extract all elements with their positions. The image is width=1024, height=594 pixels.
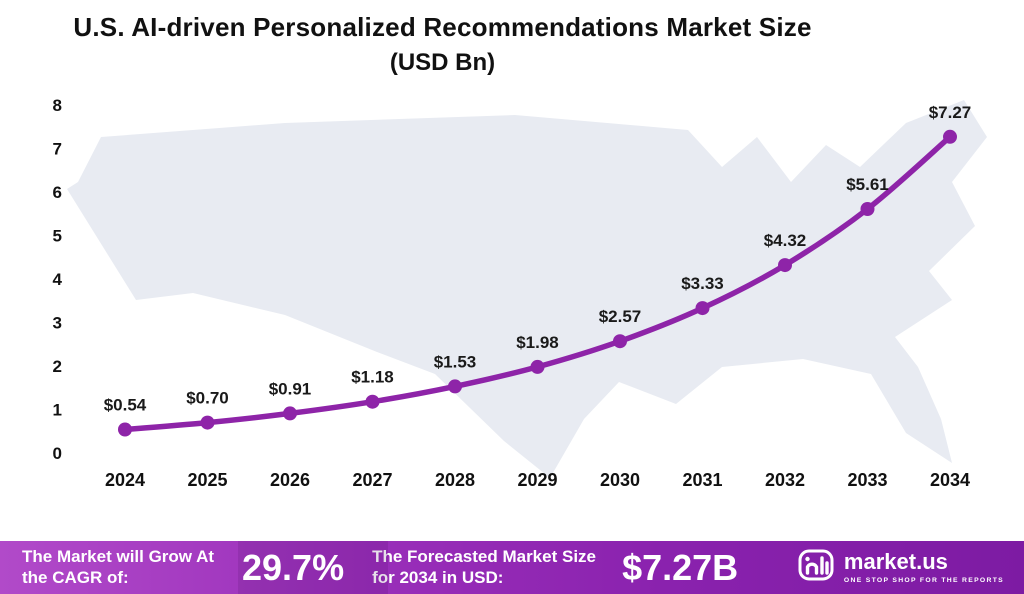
- chart-title: U.S. AI-driven Personalized Recommendati…: [20, 12, 865, 77]
- brand-text: market.us ONE STOP SHOP FOR THE REPORTS: [843, 549, 1004, 585]
- chart-title-line1: U.S. AI-driven Personalized Recommendati…: [73, 12, 812, 42]
- svg-text:2030: 2030: [600, 470, 640, 490]
- chart-title-line2: (USD Bn): [389, 49, 496, 76]
- svg-text:3: 3: [53, 314, 62, 333]
- svg-text:2032: 2032: [765, 470, 805, 490]
- svg-text:$1.18: $1.18: [351, 368, 394, 387]
- chart-area: 0 1 2 3 4 5 6 7 8 2024 2025 2026 2027 2028 2029 2030 203…: [0, 78, 1024, 508]
- forecast-label: The Forecasted Market Size for 2034 in U…: [372, 547, 596, 587]
- chart-plot-group: 0 1 2 3 4 5 6 7 8 2024 2025 2026 2027 2028 2029 2030 203…: [53, 96, 972, 490]
- svg-text:4: 4: [53, 270, 63, 289]
- forecast-value: $7.27B: [622, 546, 739, 588]
- svg-text:$0.91: $0.91: [269, 379, 312, 398]
- brand-block: market.us ONE STOP SHOP FOR THE REPORTS: [797, 546, 1004, 589]
- svg-text:2: 2: [53, 357, 62, 376]
- svg-text:2034: 2034: [930, 470, 970, 490]
- svg-text:2025: 2025: [187, 470, 227, 490]
- svg-text:$0.70: $0.70: [186, 389, 229, 408]
- cagr-label: The Market will Grow At the CAGR of:: [22, 547, 215, 587]
- svg-text:$1.53: $1.53: [434, 352, 477, 371]
- svg-text:2028: 2028: [435, 470, 475, 490]
- svg-text:1: 1: [53, 401, 62, 420]
- svg-text:$4.32: $4.32: [764, 231, 807, 250]
- brand-name: market.us: [843, 549, 948, 574]
- svg-text:$2.57: $2.57: [599, 307, 642, 326]
- svg-text:2027: 2027: [352, 470, 392, 490]
- cagr-highlight-band: [238, 541, 388, 594]
- market-us-logo-icon: [797, 546, 835, 589]
- svg-text:7: 7: [53, 140, 62, 159]
- svg-text:2031: 2031: [682, 470, 722, 490]
- svg-text:6: 6: [53, 183, 62, 202]
- svg-text:$7.27: $7.27: [929, 103, 972, 122]
- us-map-silhouette: [67, 100, 987, 478]
- svg-text:2033: 2033: [847, 470, 887, 490]
- svg-text:$5.61: $5.61: [846, 175, 889, 194]
- market-size-line-chart: 0 1 2 3 4 5 6 7 8 2024 2025 2026 2027 2028 2029 2030 203…: [53, 96, 987, 490]
- svg-text:2026: 2026: [270, 470, 310, 490]
- svg-text:$1.98: $1.98: [516, 333, 559, 352]
- footer-banner: The Market will Grow At the CAGR of: 29.…: [0, 541, 1024, 594]
- svg-text:8: 8: [53, 96, 62, 115]
- svg-text:2024: 2024: [105, 470, 145, 490]
- svg-text:2029: 2029: [517, 470, 557, 490]
- svg-text:$0.54: $0.54: [104, 396, 147, 415]
- svg-text:$3.33: $3.33: [681, 274, 724, 293]
- svg-text:0: 0: [53, 444, 62, 463]
- brand-tagline: ONE STOP SHOP FOR THE REPORTS: [843, 577, 1004, 584]
- svg-text:5: 5: [53, 227, 62, 246]
- cagr-value: 29.7%: [242, 546, 345, 588]
